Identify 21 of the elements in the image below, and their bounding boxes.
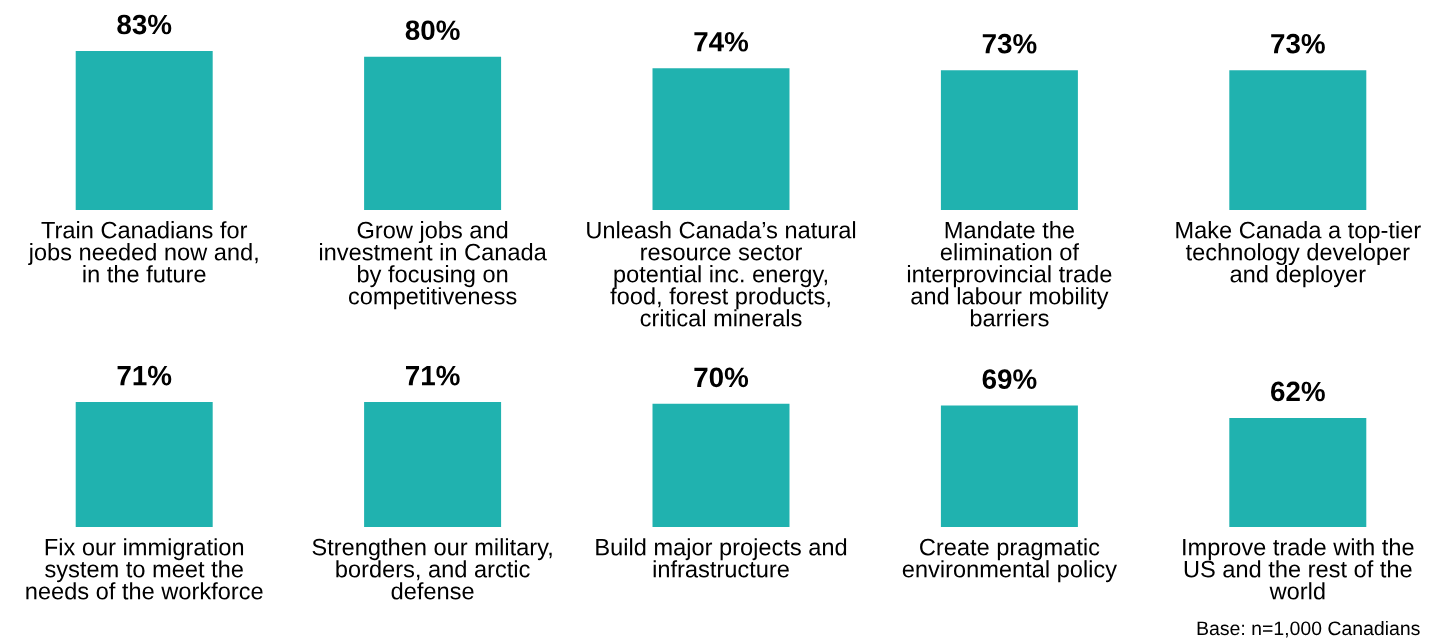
text: Base: n=1,000 Canadians (1197, 620, 1420, 638)
data-label: 80% (405, 20, 460, 41)
x-tick-label: Improve trade with the US and the rest of the world (1183, 538, 1414, 600)
x-tick-label: Create pragmatic environmental policy (902, 538, 1117, 583)
x-tick-label: Unleash Canada’s natural resource sector potential inc. energy, food, forest products, critical minerals (587, 221, 856, 327)
data-label: 70% (694, 367, 749, 388)
data-label: 73% (982, 33, 1037, 54)
data-label: 62% (1271, 381, 1325, 402)
x-tick-label: Build major projects and infrastructure (596, 538, 847, 578)
x-tick-label: Train Canadians for jobs needed now and, in the future (28, 221, 258, 283)
x-tick-label: Grow jobs and investment in Canada by focusing on competitiveness (320, 221, 547, 310)
x-tick-label: Fix our immigration system to meet the needs of the workforce (26, 538, 263, 600)
x-tick-label: Mandate the elimination of interprovincial trade and labour mobility barriers (907, 221, 1112, 327)
data-label: 69% (982, 369, 1037, 389)
data-label: 71% (117, 365, 172, 386)
data-label: 74% (694, 32, 749, 52)
data-label: 83% (117, 14, 172, 35)
data-label: 71% (406, 365, 460, 386)
x-tick-label: Strengthen our military, borders, and arctic defense (312, 538, 552, 600)
data-label: 73% (1271, 33, 1325, 54)
x-tick-label: Make Canada a top-tier technology developer and deployer (1176, 221, 1421, 288)
